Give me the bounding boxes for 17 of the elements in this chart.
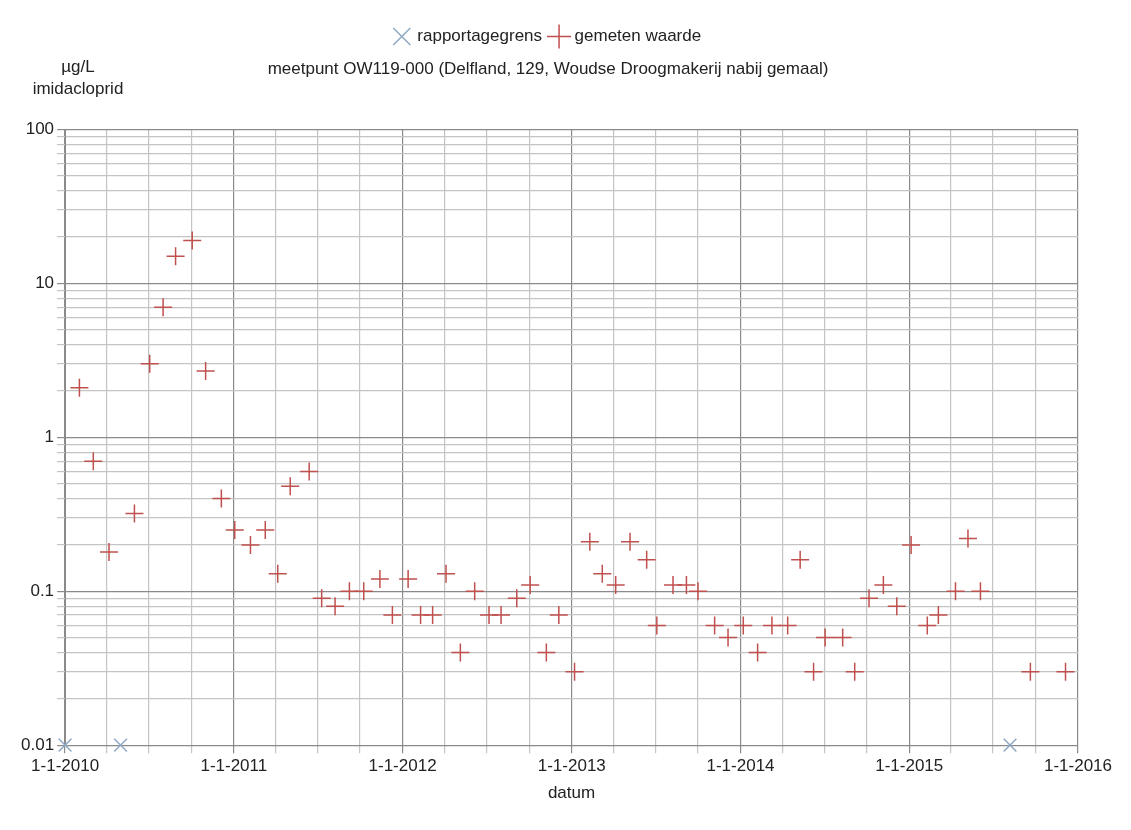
y-tick-label: 100 bbox=[25, 119, 55, 139]
y-tick-label: 10 bbox=[35, 273, 55, 293]
y-tick-label: 1 bbox=[44, 426, 55, 446]
legend-label: rapportagegrens bbox=[417, 26, 543, 46]
y-tick-label: 0.01 bbox=[20, 734, 55, 754]
x-tick-label: 1-1-2014 bbox=[706, 756, 775, 776]
x-tick-label: 1-1-2010 bbox=[31, 756, 100, 776]
x-tick-label: 1-1-2013 bbox=[537, 756, 606, 776]
legend-label: gemeten waarde bbox=[574, 26, 702, 46]
x-tick-label: 1-1-2016 bbox=[1043, 756, 1113, 776]
x-tick-label: 1-1-2012 bbox=[368, 756, 437, 776]
x-tick-label: 1-1-2011 bbox=[200, 756, 268, 776]
y-axis-title: µg/L imidacloprid bbox=[31, 56, 125, 100]
x-axis-title: datum bbox=[547, 783, 596, 803]
x-tick-label: 1-1-2015 bbox=[875, 756, 944, 776]
chart-subtitle: meetpunt OW119-000 (Delfland, 129, Woudse Droogmakerij nabij gemaal) bbox=[267, 58, 829, 78]
y-tick-label: 0.1 bbox=[30, 580, 55, 600]
